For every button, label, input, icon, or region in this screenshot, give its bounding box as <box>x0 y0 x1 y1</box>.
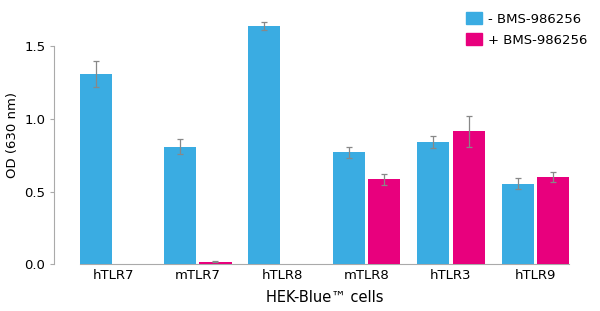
Bar <box>417 142 449 264</box>
Bar <box>502 183 533 264</box>
Bar <box>452 131 485 264</box>
Bar <box>537 177 569 264</box>
Bar <box>368 179 400 264</box>
Bar <box>164 146 196 264</box>
Legend: - BMS-986256, + BMS-986256: - BMS-986256, + BMS-986256 <box>466 12 588 47</box>
Bar <box>80 74 112 264</box>
X-axis label: HEK-Blue™ cells: HEK-Blue™ cells <box>266 290 383 305</box>
Bar <box>248 26 280 264</box>
Y-axis label: OD (630 nm): OD (630 nm) <box>5 92 19 178</box>
Bar <box>333 152 365 264</box>
Bar <box>199 262 232 264</box>
